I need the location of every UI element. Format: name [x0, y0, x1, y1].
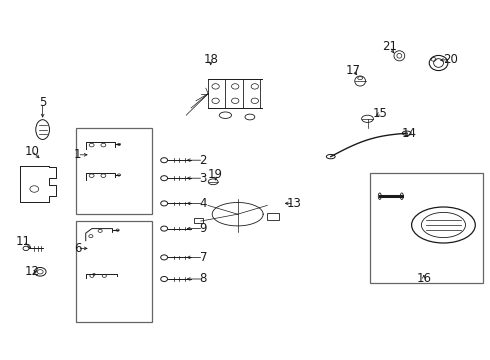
- Text: 8: 8: [199, 273, 207, 285]
- Text: 4: 4: [199, 197, 207, 210]
- Text: 18: 18: [203, 53, 218, 66]
- Bar: [267, 213, 279, 220]
- Text: 7: 7: [199, 251, 207, 264]
- Bar: [370, 173, 483, 283]
- Text: 21: 21: [382, 40, 397, 53]
- Text: 9: 9: [199, 222, 207, 235]
- Text: 15: 15: [372, 107, 387, 120]
- Text: 17: 17: [345, 64, 360, 77]
- Text: 12: 12: [24, 265, 39, 278]
- Text: 19: 19: [208, 168, 223, 181]
- Text: 2: 2: [199, 154, 207, 167]
- Bar: [76, 128, 152, 214]
- Text: 6: 6: [74, 242, 81, 255]
- Text: 14: 14: [402, 127, 416, 140]
- Text: 11: 11: [16, 235, 31, 248]
- Text: 20: 20: [443, 53, 458, 66]
- Text: 13: 13: [287, 197, 301, 210]
- Text: 16: 16: [416, 273, 431, 285]
- Text: 10: 10: [24, 145, 39, 158]
- Text: 5: 5: [39, 96, 47, 109]
- Bar: [194, 218, 203, 223]
- Text: 1: 1: [74, 148, 81, 161]
- Text: 3: 3: [199, 172, 207, 185]
- Bar: [76, 221, 152, 322]
